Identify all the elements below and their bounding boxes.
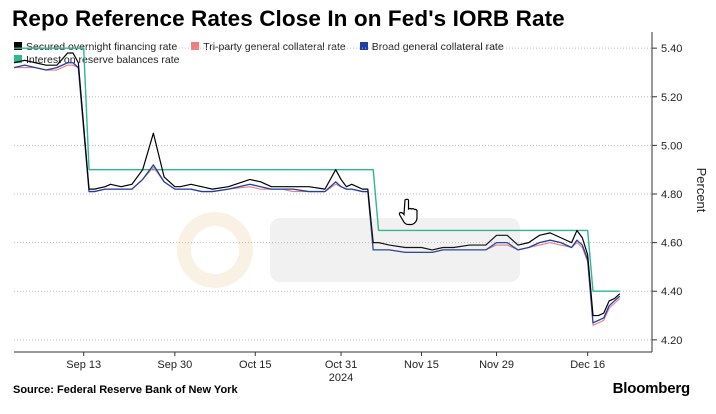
legend-label-sofr: Secured overnight financing rate — [26, 41, 178, 53]
x-tick-label-3: Oct 31 — [325, 359, 357, 371]
y-tick-label-1: 5.20 — [661, 92, 682, 104]
source-note: Source: Federal Reserve Bank of New York — [13, 384, 238, 396]
series-line-iorb — [14, 47, 620, 292]
legend-swatch-iorb — [14, 55, 22, 63]
x-tick-label-4: Nov 15 — [404, 359, 439, 371]
hand-cursor-icon — [398, 198, 418, 226]
legend-label-bgcr: Broad general collateral rate — [371, 41, 504, 53]
legend-swatch-sofr — [14, 42, 22, 50]
y-tick-label-3: 4.80 — [661, 189, 682, 201]
legend-item-tgcr: Tri-party general collateral rate — [191, 41, 346, 54]
series-line-sofr — [13, 52, 621, 317]
x-tick-label-0: Sep 13 — [66, 359, 101, 371]
legend-label-tgcr: Tri-party general collateral rate — [203, 41, 346, 53]
y-tick-label-2: 5.00 — [661, 140, 682, 152]
series-line-bgcr — [13, 62, 621, 324]
brand-logo: Bloomberg — [612, 380, 691, 397]
x-tick-label-6: Dec 16 — [570, 359, 605, 371]
y-tick-label-6: 4.20 — [661, 335, 682, 347]
legend-item-sofr: Secured overnight financing rate — [14, 41, 177, 54]
x-tick-label-5: Nov 29 — [479, 359, 514, 371]
legend-item-bgcr: Broad general collateral rate — [359, 41, 504, 54]
x-tick-label-2: Oct 15 — [239, 359, 271, 371]
y-tick-label-0: 5.40 — [661, 43, 682, 55]
legend-swatch-bgcr — [359, 42, 368, 50]
y-axis-title: Percent — [694, 168, 709, 213]
legend-swatch-tgcr — [191, 42, 200, 50]
y-tick-label-4: 4.60 — [661, 238, 682, 250]
y-tick-label-5: 4.40 — [661, 286, 682, 298]
x-tick-label-1: Sep 30 — [157, 359, 192, 371]
chart-title: Repo Reference Rates Close In on Fed's I… — [12, 6, 565, 31]
series-line-tgcr — [14, 64, 621, 326]
x-axis-year-label: 2024 — [329, 372, 353, 384]
